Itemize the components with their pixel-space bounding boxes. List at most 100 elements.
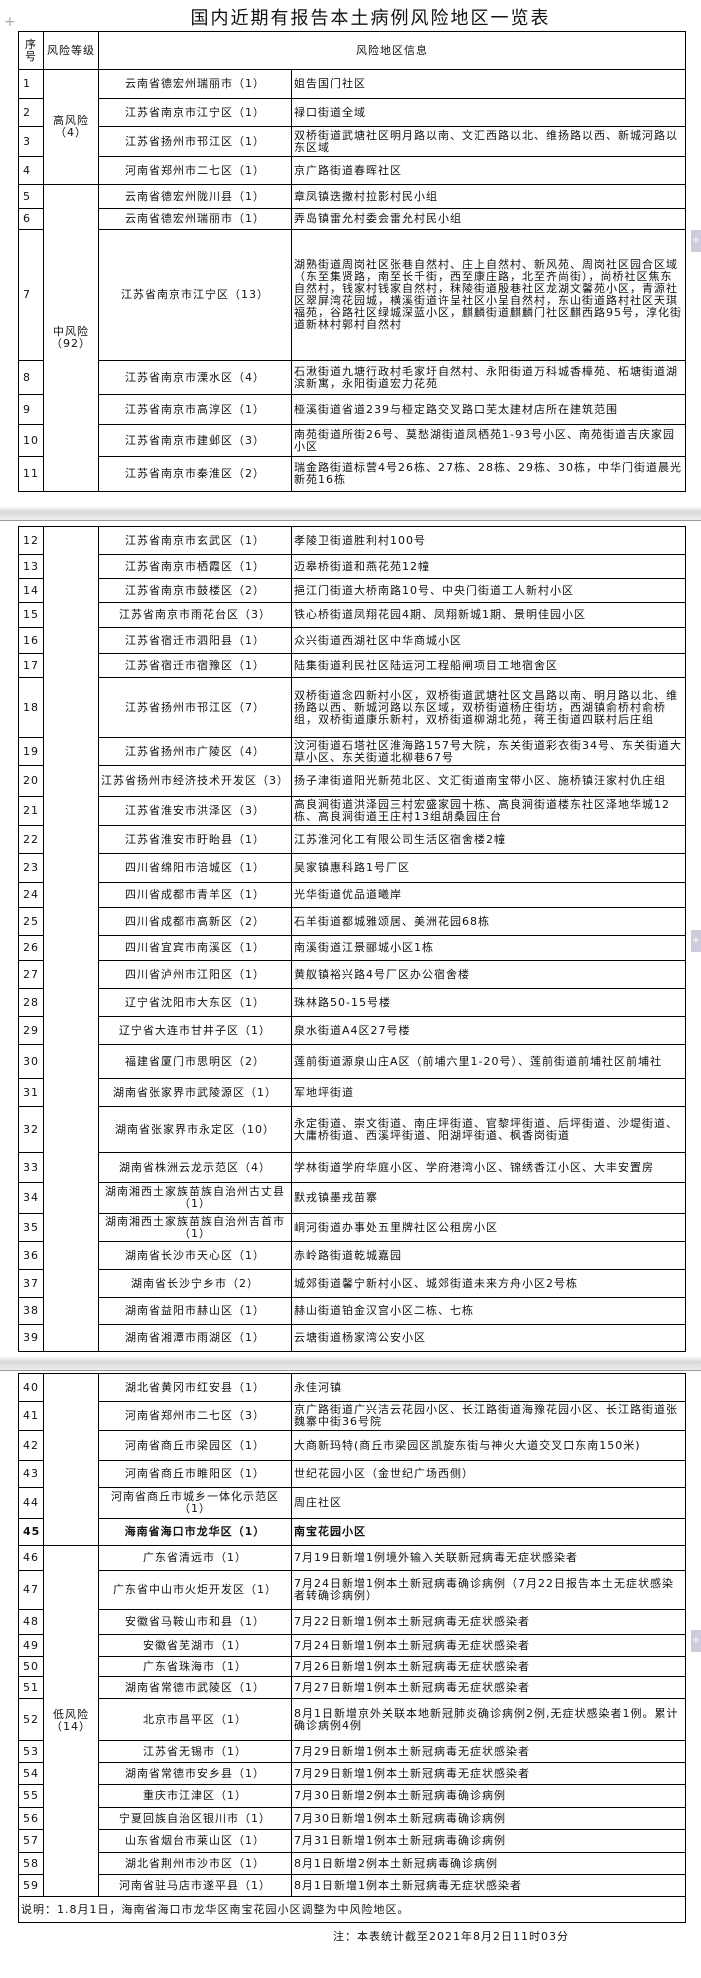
- table-row: 33 湖南省株洲云龙示范区（4） 学林街道学府华庭小区、学府港湾小区、锦绣香江小区、…: [18, 1152, 686, 1183]
- region-name: 山东省烟台市莱山区（1）: [98, 1829, 292, 1853]
- region-name: 江苏省南京市鼓楼区（2）: [98, 578, 292, 603]
- region-name: 宁夏回族自治区银川市（1）: [98, 1807, 292, 1830]
- region-name: 重庆市江津区（1）: [98, 1784, 292, 1808]
- row-number: 23: [18, 853, 44, 883]
- row-number: 12: [18, 526, 44, 555]
- region-info: 默戎镇墨戎苗寨: [291, 1182, 686, 1214]
- region-name: 辽宁省沈阳市大东区（1）: [98, 988, 292, 1017]
- table-row: 14 江苏省南京市鼓楼区（2） 挹江门街道大桥南路10号、中央门街道工人新村小区: [18, 578, 686, 603]
- row-number: 6: [18, 208, 44, 230]
- row-number: 54: [18, 1762, 44, 1785]
- region-info: 8月1日新增1例本土新冠病毒无症状感染者: [291, 1874, 686, 1897]
- table-row: 20 江苏省扬州市经济技术开发区（3） 扬子津街道阳光新苑北区、文汇街道南宝带小区、…: [18, 765, 686, 797]
- row-number: 5: [18, 184, 44, 209]
- row-number: 56: [18, 1807, 44, 1830]
- region-info: 学林街道学府华庭小区、学府港湾小区、锦绣香江小区、大丰安置房: [291, 1152, 686, 1183]
- region-info: 黄舣镇裕兴路4号厂区办公宿舍楼: [291, 960, 686, 989]
- row-number: 11: [18, 456, 44, 492]
- row-number: 31: [18, 1078, 44, 1107]
- row-number: 36: [18, 1241, 44, 1270]
- row-number: 24: [18, 882, 44, 908]
- page-marker-icon: +: [691, 1630, 701, 1652]
- table-row: 27 四川省泸州市江阳区（1） 黄舣镇裕兴路4号厂区办公宿舍楼: [18, 960, 686, 989]
- region-info: 世纪花园小区（金世纪广场西侧）: [291, 1460, 686, 1488]
- region-info: 京广路街道广兴洁云花园小区、长江路街道海豫花园小区、长江路街道张魏寨中街36号院: [291, 1401, 686, 1431]
- region-name: 湖北省荆州市沙市区（1）: [98, 1852, 292, 1875]
- table-row: 11 江苏省南京市秦淮区（2） 瑞金路街道标营4号26栋、27栋、28栋、29栋、3…: [18, 456, 686, 492]
- region-name: 福建省厦门市思明区（2）: [98, 1044, 292, 1079]
- table-row: 34 湖南湘西土家族苗族自治州古丈县（1） 默戎镇墨戎苗寨: [18, 1182, 686, 1214]
- region-info: 永佳河镇: [291, 1373, 686, 1402]
- region-name: 河南省商丘市城乡一体化示范区（1）: [98, 1487, 292, 1519]
- region-name: 江苏省南京市江宁区（13）: [98, 229, 292, 361]
- table-row: 22 江苏省淮安市盱眙县（1） 江苏淮河化工有限公司生活区宿舍楼2幢: [18, 825, 686, 854]
- table-row: 45 海南省海口市龙华区（1） 南宝花园小区: [18, 1518, 686, 1546]
- region-info: 7月27日新增1例本土新冠病毒无症状感染者: [291, 1676, 686, 1699]
- region-info: 7月22日新增1例本土新冠病毒无症状感染者: [291, 1609, 686, 1635]
- row-number: 19: [18, 737, 44, 766]
- table-note: 说明：1.8月1日，海南省海口市龙华区南宝花园小区调整为中风险地区。: [18, 1896, 686, 1923]
- region-info: 江苏淮河化工有限公司生活区宿舍楼2幢: [291, 825, 686, 854]
- region-name: 江苏省无锡市（1）: [98, 1740, 292, 1763]
- header-level: 风险等级: [43, 31, 99, 70]
- region-name: 四川省成都市高新区（2）: [98, 907, 292, 936]
- table-row: 46 低风险（14） 广东省清远市（1） 7月19日新增1例境外输入关联新冠病毒无症状…: [18, 1545, 686, 1897]
- region-name: 湖南省常德市武陵区（1）: [98, 1676, 292, 1699]
- note-row: 说明：1.8月1日，海南省海口市龙华区南宝花园小区调整为中风险地区。: [18, 1896, 686, 1923]
- region-name: 四川省成都市青羊区（1）: [98, 882, 292, 908]
- region-info: 南宝花园小区: [291, 1518, 686, 1546]
- row-number: 58: [18, 1852, 44, 1875]
- region-name: 江苏省南京市秦淮区（2）: [98, 456, 292, 492]
- table-row: 40 湖北省黄冈市红安县（1） 永佳河镇: [18, 1373, 686, 1546]
- table-row: 51 湖南省常德市武陵区（1） 7月27日新增1例本土新冠病毒无症状感染者: [18, 1676, 686, 1699]
- table-row: 35 湖南湘西土家族苗族自治州吉首市（1） 峒河街道办事处五里牌社区公租房小区: [18, 1213, 686, 1242]
- row-number: 55: [18, 1784, 44, 1808]
- table-row: 17 江苏省宿迁市宿豫区（1） 陆集街道利民社区陆运河工程船闸项目工地宿舍区: [18, 653, 686, 678]
- table-header: 序号 风险等级 风险地区信息: [18, 31, 686, 70]
- region-info: 瑞金路街道标营4号26栋、27栋、28栋、29栋、30栋，中华门街道晨光新苑16…: [291, 456, 686, 492]
- stats-footnote: 注：本表统计截至2021年8月2日11时03分: [333, 1930, 569, 1943]
- region-name: 江苏省扬州市邗江区（7）: [98, 677, 292, 738]
- region-info: 石湫街道九塘行政村毛家圩自然村、永阳街道万科城香樟苑、柘塘街道湖滨新寓，永阳街道…: [291, 360, 686, 395]
- region-name: 四川省绵阳市涪城区（1）: [98, 853, 292, 883]
- region-name: 湖南省长沙市天心区（1）: [98, 1241, 292, 1270]
- region-name: 江苏省扬州市经济技术开发区（3）: [98, 765, 292, 797]
- table-row: 18 江苏省扬州市邗江区（7） 双桥街道念四新村小区，双桥街道武塘社区文昌路以南、明…: [18, 677, 686, 738]
- region-info: 南苑街道所街26号、莫愁湖街道凤栖苑1-93号小区、南苑街道吉庆家园小区: [291, 424, 686, 457]
- table-row: 19 江苏省扬州市广陵区（4） 汶河街道石塔社区淮海路157号大院，东关街道彩衣街3…: [18, 737, 686, 766]
- table-row: 16 江苏省宿迁市泗阳县（1） 众兴街道西湖社区中华商城小区: [18, 627, 686, 654]
- region-info: 7月30日新增2例本土新冠病毒确诊病例: [291, 1784, 686, 1808]
- row-number: 13: [18, 554, 44, 579]
- region-info: 姐告国门社区: [291, 69, 686, 99]
- region-info: 挹江门街道大桥南路10号、中央门街道工人新村小区: [291, 578, 686, 603]
- table-row: 10 江苏省南京市建邺区（3） 南苑街道所街26号、莫愁湖街道凤栖苑1-93号小区、…: [18, 424, 686, 457]
- row-number: 51: [18, 1676, 44, 1699]
- region-info: 8月1日新增2例本土新冠病毒确诊病例: [291, 1852, 686, 1875]
- region-info: 石羊街道都城雅颂居、美洲花园68栋: [291, 907, 686, 936]
- region-name: 湖南湘西土家族苗族自治州吉首市（1）: [98, 1213, 292, 1242]
- region-info: 陆集街道利民社区陆运河工程船闸项目工地宿舍区: [291, 653, 686, 678]
- region-name: 云南省德宏州瑞丽市（1）: [98, 69, 292, 99]
- region-name: 湖北省黄冈市红安县（1）: [98, 1373, 292, 1402]
- table-row: 6 云南省德宏州瑞丽市（1） 弄岛镇雷允村委会雷允村民小组: [18, 208, 686, 230]
- region-name: 四川省泸州市江阳区（1）: [98, 960, 292, 989]
- table-row: 7 江苏省南京市江宁区（13） 湖熟街道周岗社区张巷自然村、庄上自然村、新风苑、周岗…: [18, 229, 686, 361]
- risk-table-page-2: 12 江苏省南京市玄武区（1） 孝陵卫街道胜利村100号 13 江苏省南京市栖霞区（1）…: [18, 526, 686, 1352]
- row-number: 10: [18, 424, 44, 457]
- region-name: 河南省商丘市梁园区（1）: [98, 1430, 292, 1461]
- table-row: 32 湖南省张家界市永定区（10） 永定街道、崇文街道、南庄坪街道、官黎坪街道、后坪…: [18, 1106, 686, 1153]
- region-info: 7月26日新增1例本土新冠病毒无症状感染者: [291, 1656, 686, 1677]
- region-info: 莲前街道源泉山庄A区（前埔六里1-20号）、莲前街道前埔社区前埔社: [291, 1044, 686, 1079]
- region-info: 泉水街道A4区27号楼: [291, 1016, 686, 1045]
- table-row: 50 广东省珠海市（1） 7月26日新增1例本土新冠病毒无症状感染者: [18, 1656, 686, 1677]
- region-name: 江苏省扬州市广陵区（4）: [98, 737, 292, 766]
- region-info: 湖熟街道周岗社区张巷自然村、庄上自然村、新风苑、周岗社区园合区域（东至集贤路，南…: [291, 229, 686, 361]
- row-number: 37: [18, 1269, 44, 1298]
- row-number: 39: [18, 1324, 44, 1352]
- region-info: 双桥街道念四新村小区，双桥街道武塘社区文昌路以南、明月路以北、维扬路以西、新城河…: [291, 677, 686, 738]
- risk-level-continued: [43, 1373, 99, 1546]
- region-name: 江苏省南京市栖霞区（1）: [98, 554, 292, 579]
- region-name: 四川省宜宾市南溪区（1）: [98, 935, 292, 961]
- row-number: 21: [18, 796, 44, 826]
- page-break: [0, 506, 701, 521]
